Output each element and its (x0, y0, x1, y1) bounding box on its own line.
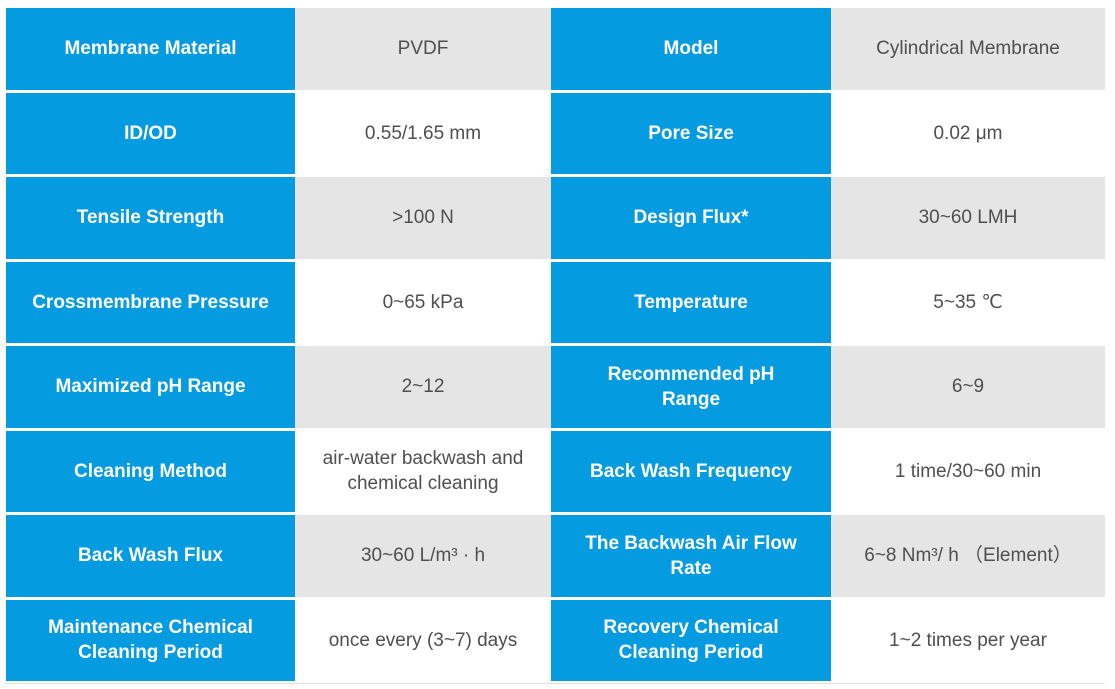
spec-label-text: Temperature (634, 291, 748, 313)
spec-value-text: 2~12 (401, 376, 445, 398)
spec-value-text: >100 N (392, 207, 454, 229)
spec-label-text: Recommended pH Range (607, 363, 775, 410)
spec-label-cell: Recommended pH Range (551, 346, 831, 428)
spec-value-text: Cylindrical Membrane (876, 38, 1060, 60)
spec-label-text: Model (663, 38, 719, 60)
spec-value-text: 30~60 LMH (918, 207, 1018, 229)
membrane-spec-table: Membrane Material PVDF Model Cylindrical… (6, 8, 1105, 684)
spec-label-text: ID/OD (124, 122, 177, 144)
spec-label-cell: Tensile Strength (6, 177, 295, 259)
spec-value-cell: 5~35 ℃ (831, 261, 1105, 343)
spec-label-cell: Recovery Chemical Cleaning Period (551, 599, 831, 681)
spec-label-cell: Back Wash Flux (6, 515, 295, 597)
spec-value-cell: once every (3~7) days (295, 599, 551, 681)
spec-label-text: Tensile Strength (76, 207, 225, 229)
spec-value-cell: 0.55/1.65 mm (295, 92, 551, 174)
spec-value-cell: 1 time/30~60 min (831, 430, 1105, 512)
spec-label-text: Membrane Material (64, 38, 237, 60)
spec-label-cell: Membrane Material (6, 8, 295, 90)
spec-value-text: 0~65 kPa (382, 291, 464, 313)
spec-value-text: 30~60 L/m³ · h (360, 545, 486, 567)
spec-value-text: 6~9 (951, 376, 985, 398)
spec-label-text: Pore Size (648, 122, 734, 144)
spec-label-cell: Model (551, 8, 831, 90)
spec-value-cell: PVDF (295, 8, 551, 90)
spec-label-cell: Maintenance Chemical Cleaning Period (6, 599, 295, 681)
spec-value-cell: 1~2 times per year (831, 599, 1105, 681)
spec-label-cell: Pore Size (551, 92, 831, 174)
spec-value-text: 1 time/30~60 min (894, 460, 1042, 482)
spec-value-cell: 2~12 (295, 346, 551, 428)
spec-label-text: Cleaning Method (73, 460, 228, 482)
spec-label-text: Maximized pH Range (55, 376, 246, 398)
spec-value-cell: 30~60 L/m³ · h (295, 515, 551, 597)
spec-value-text: 0.02 μm (933, 122, 1003, 144)
spec-value-text: air-water backwash and chemical cleaning (322, 448, 524, 495)
spec-label-text: Design Flux* (633, 207, 749, 229)
spec-value-cell: Cylindrical Membrane (831, 8, 1105, 90)
spec-label-cell: Cleaning Method (6, 430, 295, 512)
spec-value-cell: air-water backwash and chemical cleaning (295, 430, 551, 512)
spec-value-cell: 0~65 kPa (295, 261, 551, 343)
spec-label-cell: Temperature (551, 261, 831, 343)
spec-label-cell: Design Flux* (551, 177, 831, 259)
spec-value-text: once every (3~7) days (328, 629, 518, 651)
spec-value-cell: 0.02 μm (831, 92, 1105, 174)
spec-label-text: Back Wash Flux (77, 545, 223, 567)
spec-label-cell: The Backwash Air Flow Rate (551, 515, 831, 597)
spec-value-cell: 30~60 LMH (831, 177, 1105, 259)
spec-value-text: 0.55/1.65 mm (364, 122, 482, 144)
spec-label-text: Crossmembrane Pressure (32, 291, 269, 313)
spec-value-text: 5~35 ℃ (933, 291, 1003, 313)
spec-value-cell: 6~9 (831, 346, 1105, 428)
spec-label-cell: ID/OD (6, 92, 295, 174)
spec-value-text: 6~8 Nm³/ h （Element） (864, 545, 1072, 567)
spec-value-cell: 6~8 Nm³/ h （Element） (831, 515, 1105, 597)
spec-label-text: Maintenance Chemical Cleaning Period (48, 617, 253, 664)
spec-label-cell: Maximized pH Range (6, 346, 295, 428)
spec-label-text: Back Wash Frequency (589, 460, 793, 482)
spec-label-text: The Backwash Air Flow Rate (585, 532, 797, 579)
spec-label-cell: Crossmembrane Pressure (6, 261, 295, 343)
spec-value-text: 1~2 times per year (889, 629, 1047, 651)
spec-value-cell: >100 N (295, 177, 551, 259)
spec-label-text: Recovery Chemical Cleaning Period (603, 617, 779, 664)
spec-value-text: PVDF (397, 38, 449, 60)
spec-label-cell: Back Wash Frequency (551, 430, 831, 512)
